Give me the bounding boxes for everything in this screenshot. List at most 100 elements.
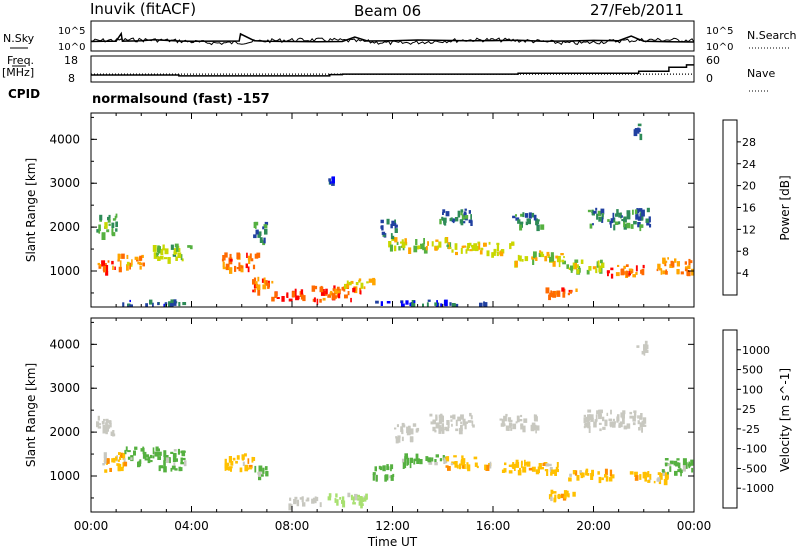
power-cell — [687, 270, 691, 277]
power-cell — [245, 263, 248, 269]
velocity-cell — [450, 419, 453, 422]
velocity-cell — [515, 462, 520, 468]
time-tick-label: 12:00 — [375, 519, 410, 533]
velocity-cell — [142, 451, 147, 459]
velocity-cell — [372, 472, 376, 476]
power-cell — [401, 303, 405, 307]
velocity-cell — [159, 465, 164, 469]
velocity-cell — [441, 423, 444, 430]
velocity-cell — [587, 409, 592, 413]
velocity-cell — [439, 458, 442, 462]
power-cell — [423, 238, 425, 245]
velocity-cell — [519, 419, 523, 422]
power-cell — [139, 265, 142, 270]
power-cell — [439, 218, 442, 225]
power-cell — [515, 214, 517, 217]
power-cell — [639, 133, 643, 141]
power-cell — [118, 266, 122, 273]
power-cell — [173, 299, 177, 306]
velocity-colorbar-tick-label: 25 — [742, 403, 756, 416]
power-cell — [101, 260, 106, 267]
velocity-cell — [400, 426, 404, 433]
power-cell — [254, 224, 257, 229]
noise-series-line — [90, 31, 695, 43]
velocity-cell — [169, 457, 171, 464]
velocity-cell — [156, 448, 160, 452]
power-cell — [398, 246, 401, 251]
power-cell — [460, 211, 463, 216]
velocity-cell — [302, 502, 306, 507]
power-cell — [126, 264, 129, 271]
power-cell — [319, 298, 322, 303]
power-cell — [115, 228, 118, 232]
power-cell — [350, 280, 354, 284]
velocity-cell — [228, 456, 232, 463]
power-cell — [300, 289, 304, 295]
power-cell — [382, 234, 386, 237]
power-cell — [470, 220, 473, 226]
power-cell — [115, 213, 118, 218]
power-cell — [115, 221, 118, 228]
power-cell — [96, 229, 99, 233]
power-cell — [623, 265, 626, 269]
velocity-cell — [112, 457, 116, 463]
power-cell — [540, 253, 545, 258]
nave-right-tick: 0 — [706, 72, 713, 85]
velocity-cell — [567, 493, 570, 498]
velocity-cell — [455, 428, 459, 432]
power-cell — [238, 264, 243, 272]
velocity-cell — [289, 497, 292, 501]
velocity-cell — [677, 462, 681, 469]
velocity-cell — [354, 493, 358, 501]
velocity-cell — [590, 414, 594, 419]
power-cell — [358, 279, 361, 283]
power-cell — [578, 266, 581, 270]
power-cell — [460, 219, 464, 226]
velocity-colorbar-tick-label: -100 — [742, 443, 767, 456]
velocity-cell — [637, 420, 640, 425]
velocity-cell — [440, 413, 443, 419]
velocity-cell — [633, 412, 637, 418]
velocity-cell — [99, 423, 101, 426]
power-cell — [404, 238, 407, 244]
power-cell — [613, 224, 616, 231]
velocity-cell — [112, 430, 115, 437]
power-cell — [597, 260, 600, 266]
power-cell — [519, 224, 523, 231]
velocity-cell — [401, 436, 404, 442]
power-cell — [625, 264, 629, 267]
power-cell — [263, 277, 266, 284]
velocity-cell — [647, 479, 651, 483]
velocity-cell — [365, 493, 368, 500]
power-cell — [634, 209, 638, 215]
power-cell — [455, 251, 458, 256]
power-cell — [540, 224, 545, 230]
velocity-cell — [667, 463, 672, 466]
power-cell — [126, 254, 129, 259]
power-cell — [576, 264, 579, 268]
velocity-cell — [434, 462, 438, 466]
velocity-cell — [520, 423, 524, 427]
velocity-cell — [516, 415, 520, 423]
power-cell — [330, 290, 333, 296]
velocity-cell — [170, 451, 174, 454]
power-cell — [311, 285, 316, 292]
power-cell — [676, 261, 680, 267]
velocity-cell — [445, 427, 450, 432]
power-cell — [479, 302, 483, 307]
power-cell — [469, 249, 473, 252]
velocity-cell — [626, 423, 631, 429]
power-cell — [336, 289, 340, 295]
velocity-cell — [604, 419, 608, 427]
power-cell — [274, 291, 278, 298]
power-cell — [252, 289, 256, 293]
power-cell — [139, 255, 143, 261]
noise-right-tick: 10^5 — [706, 26, 733, 37]
velocity-cell — [538, 463, 542, 470]
velocity-cell — [118, 452, 121, 455]
velocity-cell — [513, 466, 516, 471]
power-cell — [685, 266, 689, 269]
velocity-cell — [341, 500, 344, 504]
velocity-cell — [102, 463, 105, 466]
velocity-cell — [357, 494, 360, 498]
